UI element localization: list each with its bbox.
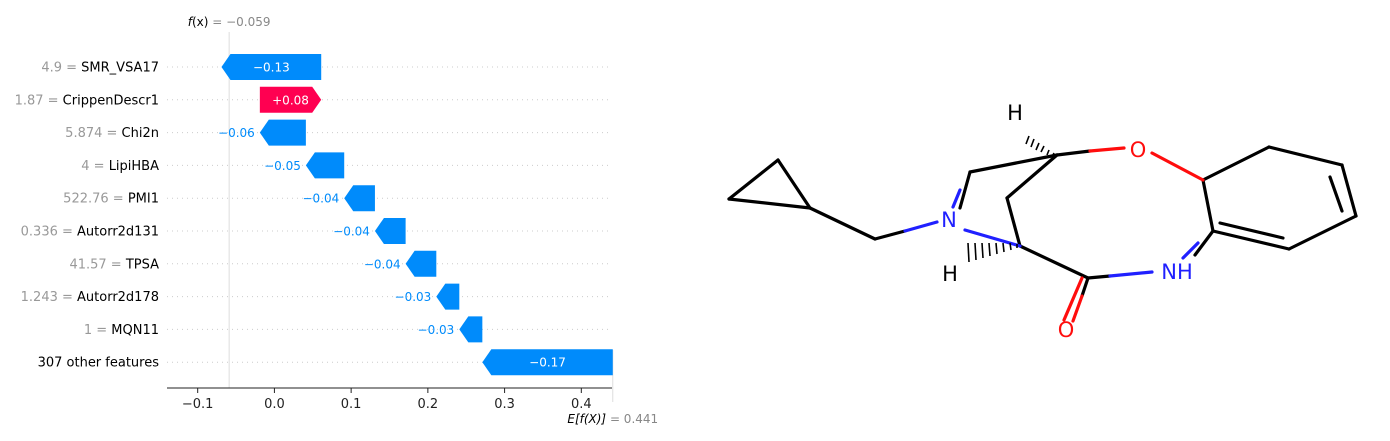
feature-name: CrippenDescr1	[63, 93, 159, 108]
molecule-structure: H H O N NH O	[727, 101, 1358, 342]
molecule-oxygen-bonds	[1062, 146, 1205, 323]
shap-bar-tpsa	[405, 250, 437, 277]
shap-bar-crippendescr1	[259, 86, 322, 113]
feature-value: 4 =	[81, 159, 108, 174]
feature-value: 522.76 =	[63, 192, 128, 207]
feature-value: 5.874 =	[65, 126, 121, 141]
feature-name: LipiHBA	[109, 159, 159, 174]
atom-label-nh-amide: NH	[1161, 260, 1193, 284]
shap-value-label: +0.08	[272, 93, 309, 107]
feature-name: MQN11	[111, 323, 159, 338]
feature-label: 4 = LipiHBA	[81, 159, 159, 174]
ex-value: = 0.441	[606, 412, 658, 426]
shap-bar-lipihba	[305, 152, 345, 179]
fx-label-fn: f	[188, 15, 194, 29]
shap-value-label: −0.17	[529, 356, 566, 370]
feature-name: Autorr2d131	[77, 225, 159, 240]
feature-label: 4.9 = SMR_VSA17	[41, 61, 159, 76]
atom-label-nitrogen-bridge: N	[941, 208, 957, 232]
waterfall-chart: −0.13 4.9 = SMR_VSA17 +0.08 1.87 = CrippenD…	[15, 15, 659, 426]
feature-label: 1.87 = CrippenDescr1	[15, 93, 159, 108]
shap-bar-smr_vsa17	[221, 54, 322, 80]
ex-label: E[f(X)]	[567, 412, 606, 426]
feature-name: 307 other features	[38, 356, 160, 371]
feature-value: 1.243 =	[21, 290, 77, 305]
feature-name: SMR_VSA17	[81, 61, 159, 76]
shap-bar-autorr2d131	[374, 218, 406, 244]
x-axis-tick-label: 0.2	[418, 397, 439, 412]
feature-name: Chi2n	[122, 126, 159, 141]
shap-value-label: −0.04	[364, 257, 401, 271]
feature-value: 0.336 =	[21, 225, 77, 240]
feature-label: 1.243 = Autorr2d178	[21, 290, 159, 305]
shap-value-label: −0.13	[253, 61, 290, 75]
feature-value: 1 =	[84, 323, 111, 338]
x-axis-tick-label: 0.4	[571, 397, 592, 412]
shap-value-label: −0.04	[302, 192, 339, 206]
x-axis-tick-label: −0.1	[182, 397, 214, 412]
feature-value: 4.9 =	[41, 61, 81, 76]
shap-value-label: −0.04	[333, 225, 370, 239]
shap-bar-307-other-features	[482, 349, 613, 376]
shap-bar-mqn11	[459, 316, 483, 343]
atom-label-oxygen-carbonyl: O	[1058, 318, 1075, 342]
feature-label: 0.336 = Autorr2d131	[21, 225, 159, 240]
feature-value: 1.87 =	[15, 93, 63, 108]
shap-value-label: −0.03	[395, 290, 432, 304]
x-axis-tick-label: 0.3	[494, 397, 515, 412]
fx-value: = −0.059	[208, 15, 270, 29]
shap-bar-chi2n	[259, 119, 306, 146]
feature-name: Autorr2d178	[77, 290, 159, 305]
feature-label: 1 = MQN11	[84, 323, 159, 338]
shap-bar-autorr2d178	[436, 283, 460, 310]
fx-label-arg: (x)	[192, 15, 208, 29]
fx-annotation: f(x) = −0.059	[188, 15, 271, 29]
atom-label-h-top: H	[1007, 101, 1023, 125]
atom-label-oxygen-ring: O	[1130, 138, 1147, 162]
molecule-carbon-bonds	[727, 145, 1358, 298]
atom-label-h-bottom: H	[942, 262, 958, 286]
feature-label: 307 other features	[38, 356, 160, 371]
feature-name: TPSA	[125, 257, 159, 272]
molecule-hashed-wedges	[967, 135, 1055, 263]
x-axis-tick-label: 0.0	[264, 397, 285, 412]
feature-label: 522.76 = PMI1	[63, 192, 159, 207]
feature-value: 41.57 =	[69, 257, 125, 272]
feature-label: 5.874 = Chi2n	[65, 126, 159, 141]
shap-value-label: −0.03	[418, 323, 455, 337]
feature-name: PMI1	[128, 192, 159, 207]
ex-annotation: E[f(X)] = 0.441	[567, 412, 658, 426]
shap-bar-pmi1	[344, 185, 375, 212]
feature-label: 41.57 = TPSA	[69, 257, 159, 272]
shap-value-label: −0.05	[264, 159, 301, 173]
x-axis-tick-label: 0.1	[341, 397, 362, 412]
shap-value-label: −0.06	[218, 126, 255, 140]
